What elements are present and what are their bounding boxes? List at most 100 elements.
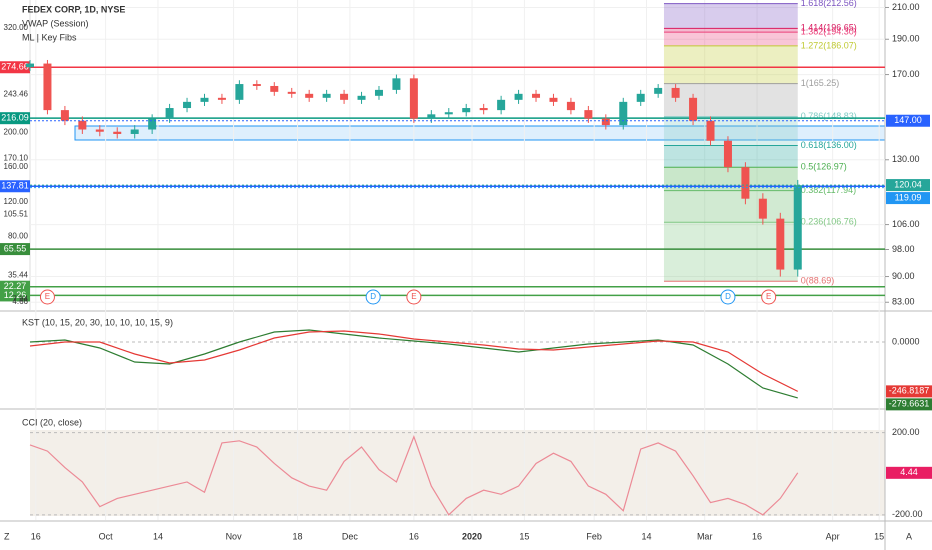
- event-marker: [39, 289, 55, 305]
- left-tick-label: 320.00: [4, 23, 29, 32]
- candle-body: [706, 120, 715, 141]
- left-tick-label: 274.66: [1, 62, 29, 72]
- fib-band: [663, 222, 798, 282]
- candle-body: [723, 140, 732, 168]
- candle-body: [43, 63, 52, 111]
- corner-label[interactable]: Z: [4, 531, 10, 541]
- indicator: ML | Key Fibs: [22, 32, 77, 42]
- x-tick-label: Feb: [586, 531, 602, 541]
- fib-label: 0.618(136.00): [801, 140, 857, 150]
- candle-body: [689, 97, 698, 121]
- left-tick-label: 7.94: [12, 294, 28, 303]
- candle-body: [793, 185, 802, 270]
- candle-body: [636, 93, 645, 102]
- x-tick-label: 18: [293, 531, 303, 541]
- pane-title: CCI (20, close): [22, 417, 82, 427]
- candle-body: [200, 97, 209, 102]
- grid: [30, 0, 885, 520]
- price-label-box: [886, 114, 930, 127]
- candle-body: [148, 118, 157, 130]
- fib-band: [663, 32, 798, 46]
- fib-label: 0.382(117.94): [801, 185, 856, 195]
- cci-band: [30, 430, 885, 516]
- left-tick-label: 120.00: [4, 197, 29, 206]
- y-tick-label: 98.00: [892, 244, 915, 254]
- candle-body: [340, 93, 349, 100]
- event-label: D: [370, 292, 376, 301]
- last-value-label: -246.8187: [889, 386, 930, 396]
- indicator-line: [29, 330, 799, 392]
- y-tick-label: 210.00: [892, 2, 920, 12]
- indicator-line: [29, 434, 799, 516]
- y-tick-label: 200.00: [892, 427, 920, 437]
- event-marker: [365, 289, 381, 305]
- candle-body: [549, 97, 558, 102]
- y-tick-label: 170.00: [892, 69, 920, 79]
- event-label: E: [45, 292, 50, 301]
- event-marker: [720, 289, 736, 305]
- x-tick-label: 2020: [462, 531, 482, 541]
- candle-body: [235, 84, 244, 100]
- candle-body: [357, 95, 366, 100]
- candle-body: [654, 87, 663, 94]
- pane-title: KST (10, 15, 20, 30, 10, 10, 10, 15, 9): [22, 317, 173, 327]
- left-tick-label: 80.00: [8, 232, 29, 241]
- candle-body: [287, 91, 296, 94]
- left-tick-label-box: [0, 61, 30, 74]
- candle-body: [462, 108, 471, 113]
- event-marker: [406, 289, 422, 305]
- last-value-label-box: [886, 385, 932, 398]
- candle-body: [217, 97, 226, 100]
- fib-band: [663, 83, 798, 117]
- last-value-label: -279.6631: [889, 399, 930, 409]
- x-tick-label: 15: [874, 531, 884, 541]
- left-tick-label: 22.27: [4, 281, 27, 291]
- last-value-label-box: [886, 398, 932, 411]
- left-tick-label: 137.81: [1, 181, 29, 191]
- left-tick-label-box: [0, 112, 30, 125]
- candle-body: [78, 120, 87, 130]
- candle-body: [26, 63, 34, 68]
- last-value-label: 4.44: [900, 467, 918, 477]
- fib-label: 0(88.69): [801, 276, 835, 286]
- candle-body: [409, 78, 418, 119]
- candle-body: [374, 89, 383, 96]
- candle-body: [130, 129, 139, 134]
- price-label-box: [886, 192, 930, 205]
- fib-label: 1.272(186.07): [801, 40, 857, 50]
- candle-body: [671, 87, 680, 98]
- price-label: 147.00: [894, 115, 922, 125]
- price-label: 120.04: [894, 179, 922, 189]
- candle-body: [619, 101, 628, 126]
- y-tick-label: -200.00: [892, 509, 923, 519]
- left-tick-label: 105.51: [4, 209, 29, 218]
- y-tick-label: 190.00: [892, 34, 920, 44]
- y-tick-label: 130.00: [892, 154, 920, 164]
- candle-body: [758, 198, 767, 219]
- candle-body: [305, 93, 314, 98]
- y-tick-label: 106.00: [892, 219, 920, 229]
- left-tick-label: 65.55: [4, 243, 27, 253]
- fib-label: 0.5(126.97): [801, 162, 847, 172]
- fib-band: [663, 167, 798, 191]
- left-tick-label-box: [0, 180, 30, 193]
- y-tick-label: 83.00: [892, 297, 915, 307]
- fib-band: [663, 28, 798, 33]
- left-tick-label: 170.10: [4, 153, 29, 162]
- y-tick-label: 90.00: [892, 271, 915, 281]
- event-marker: [761, 289, 777, 305]
- fib-band: [663, 3, 798, 29]
- corner-label[interactable]: A: [906, 531, 912, 541]
- candle-body: [584, 110, 593, 119]
- left-tick-label: 160.00: [4, 162, 29, 171]
- candle-body: [165, 108, 174, 119]
- left-tick-label: 216.09: [1, 113, 29, 123]
- x-tick-label: 15: [519, 531, 529, 541]
- x-tick-label: Mar: [697, 531, 713, 541]
- candle-body: [252, 84, 261, 86]
- x-tick-label: 16: [31, 531, 41, 541]
- candle-body: [444, 112, 453, 115]
- fib-label: 0.236(106.76): [801, 217, 857, 227]
- last-value-label-box: [886, 466, 932, 479]
